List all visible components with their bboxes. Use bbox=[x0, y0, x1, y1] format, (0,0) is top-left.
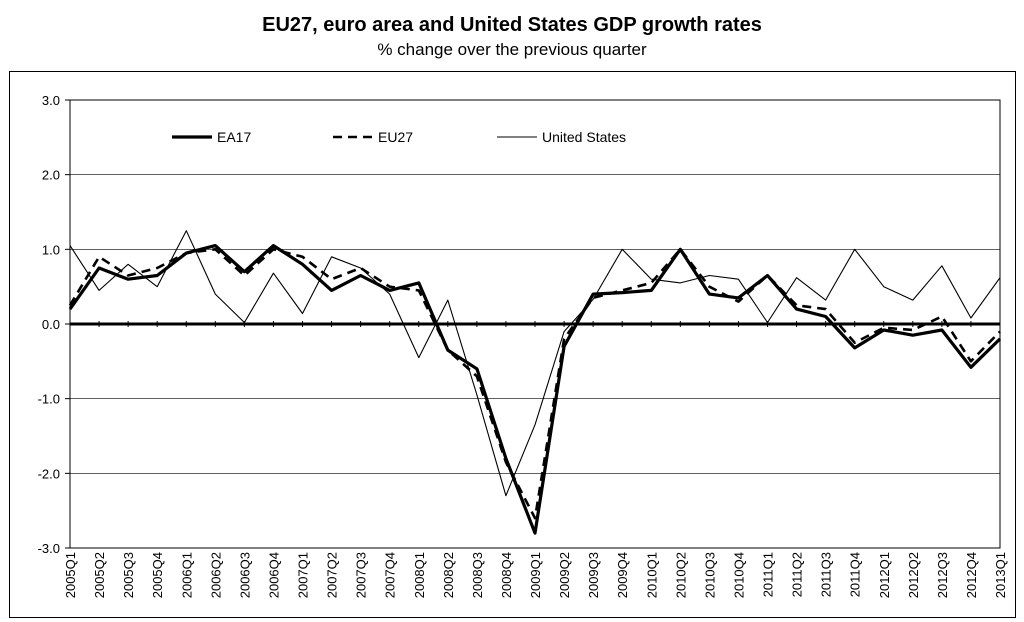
legend-label-eu27: EU27 bbox=[378, 129, 413, 145]
chart-subtitle: % change over the previous quarter bbox=[377, 40, 647, 59]
x-tick-label: 2007Q2 bbox=[325, 552, 340, 598]
x-tick-label: 2009Q4 bbox=[615, 552, 630, 598]
y-tick-label: -2.0 bbox=[38, 466, 60, 481]
x-tick-label: 2013Q1 bbox=[993, 552, 1008, 598]
x-tick-label: 2008Q3 bbox=[470, 552, 485, 598]
x-tick-label: 2008Q2 bbox=[441, 552, 456, 598]
x-tick-label: 2010Q4 bbox=[731, 552, 746, 598]
x-tick-label: 2010Q2 bbox=[673, 552, 688, 598]
legend-label-united-states: United States bbox=[542, 129, 626, 145]
x-tick-label: 2009Q1 bbox=[528, 552, 543, 598]
x-tick-label: 2006Q1 bbox=[179, 552, 194, 598]
series-line-ea17 bbox=[68, 244, 1002, 535]
x-tick-label: 2005Q2 bbox=[92, 552, 107, 598]
x-tick-label: 2009Q2 bbox=[557, 552, 572, 598]
x-tick-label: 2007Q4 bbox=[383, 552, 398, 598]
y-tick-label: -3.0 bbox=[38, 541, 60, 556]
chart-frame bbox=[9, 71, 1016, 618]
x-tick-label: 2011Q3 bbox=[819, 552, 834, 597]
x-tick-label: 2011Q4 bbox=[848, 552, 863, 597]
x-tick-label: 2005Q4 bbox=[150, 552, 165, 598]
y-tick-label: 0.0 bbox=[42, 317, 60, 332]
x-tick-label: 2007Q3 bbox=[354, 552, 369, 598]
x-tick-label: 2011Q1 bbox=[761, 552, 776, 597]
x-tick-label: 2008Q1 bbox=[412, 552, 427, 598]
series-line-eu27 bbox=[68, 248, 1001, 520]
x-tick-label: 2006Q3 bbox=[237, 552, 252, 598]
y-tick-label: 2.0 bbox=[42, 168, 60, 183]
x-tick-label: 2005Q1 bbox=[63, 552, 78, 598]
y-tick-label: 3.0 bbox=[42, 93, 60, 108]
y-tick-label: 1.0 bbox=[42, 242, 60, 257]
x-tick-label: 2006Q4 bbox=[266, 552, 281, 598]
x-tick-label: 2011Q2 bbox=[790, 552, 805, 597]
x-tick-label: 2012Q3 bbox=[935, 552, 950, 598]
chart-title: EU27, euro area and United States GDP gr… bbox=[262, 14, 762, 36]
x-tick-label: 2012Q1 bbox=[877, 552, 892, 598]
legend-label-ea17: EA17 bbox=[217, 129, 251, 145]
x-tick-label: 2009Q3 bbox=[586, 552, 601, 598]
x-tick-label: 2007Q1 bbox=[296, 552, 311, 598]
x-tick-label: 2005Q3 bbox=[121, 552, 136, 598]
y-tick-label: -1.0 bbox=[38, 392, 60, 407]
x-tick-label: 2012Q2 bbox=[906, 552, 921, 598]
x-tick-label: 2010Q1 bbox=[644, 552, 659, 598]
x-tick-label: 2008Q4 bbox=[499, 552, 514, 598]
x-tick-label: 2006Q2 bbox=[208, 552, 223, 598]
x-tick-label: 2012Q4 bbox=[964, 552, 979, 598]
series-line-united-states bbox=[69, 230, 1001, 497]
x-tick-label: 2010Q3 bbox=[702, 552, 717, 598]
